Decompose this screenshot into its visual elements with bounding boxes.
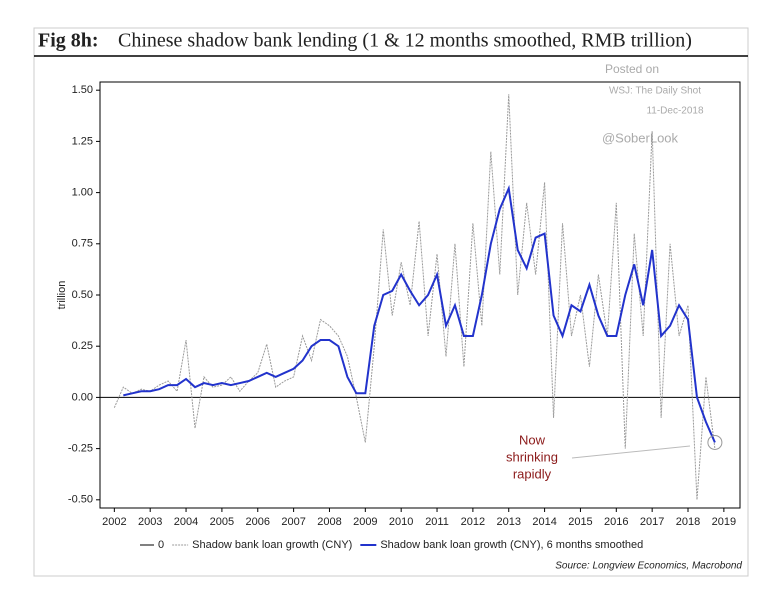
x-tick-label: 2006 bbox=[246, 516, 270, 528]
legend-label: Shadow bank loan growth (CNY) bbox=[192, 539, 352, 551]
x-tick-label: 2011 bbox=[425, 516, 449, 528]
annotation: rapidly bbox=[513, 466, 552, 481]
x-tick-label: 2005 bbox=[210, 516, 234, 528]
legend-label: Shadow bank loan growth (CNY), 6 months … bbox=[380, 539, 643, 551]
legend-label: 0 bbox=[158, 539, 164, 551]
y-tick-label: 0.00 bbox=[72, 391, 93, 403]
y-tick-label: 1.50 bbox=[72, 84, 93, 96]
x-tick-label: 2012 bbox=[461, 516, 485, 528]
x-tick-label: 2015 bbox=[568, 516, 592, 528]
y-tick-label: -0.50 bbox=[68, 494, 93, 506]
x-tick-label: 2018 bbox=[676, 516, 700, 528]
x-tick-label: 2002 bbox=[102, 516, 126, 528]
watermark: 11-Dec-2018 bbox=[646, 106, 704, 117]
series-line bbox=[113, 94, 716, 500]
series-line bbox=[123, 184, 716, 443]
annotation: shrinking bbox=[506, 449, 558, 464]
x-tick-label: 2010 bbox=[389, 516, 413, 528]
y-tick-label: 1.25 bbox=[72, 135, 93, 147]
y-tick-label: -0.25 bbox=[68, 443, 93, 455]
x-tick-label: 2019 bbox=[712, 516, 736, 528]
y-tick-label: 0.50 bbox=[72, 289, 93, 301]
figure-label: Fig 8h: bbox=[38, 30, 99, 52]
y-axis-label: trillion bbox=[56, 281, 68, 310]
x-tick-label: 2004 bbox=[174, 516, 198, 528]
x-tick-label: 2013 bbox=[496, 516, 520, 528]
source: Source: Longview Economics, Macrobond bbox=[555, 561, 742, 572]
frame bbox=[33, 27, 749, 577]
watermark: WSJ: The Daily Shot bbox=[609, 86, 701, 97]
x-tick-label: 2017 bbox=[640, 516, 664, 528]
x-tick-label: 2008 bbox=[317, 516, 341, 528]
y-tick-label: 0.25 bbox=[72, 340, 93, 352]
watermark: @SoberLook bbox=[602, 130, 679, 145]
chart-title: Chinese shadow bank lending (1 & 12 mont… bbox=[118, 30, 692, 52]
annotation: Now bbox=[519, 432, 546, 447]
y-tick-label: 1.00 bbox=[72, 187, 93, 199]
x-tick-label: 2009 bbox=[353, 516, 377, 528]
y-tick-label: 0.75 bbox=[72, 238, 93, 250]
x-tick-label: 2003 bbox=[138, 516, 162, 528]
annotation-leader bbox=[571, 445, 691, 459]
x-tick-label: 2016 bbox=[604, 516, 628, 528]
x-tick-label: 2014 bbox=[532, 516, 556, 528]
x-tick-label: 2007 bbox=[281, 516, 305, 528]
highlight-circle bbox=[707, 434, 723, 450]
watermark: Posted on bbox=[605, 62, 659, 76]
